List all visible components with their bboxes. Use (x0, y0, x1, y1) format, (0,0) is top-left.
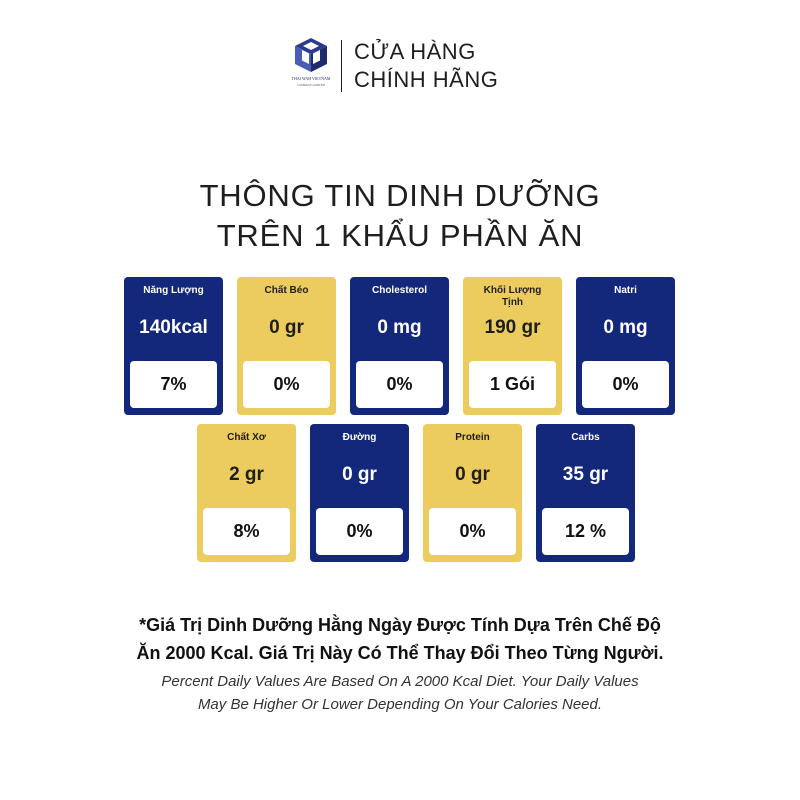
nutrient-label: Natri (614, 285, 637, 296)
nutrient-label: Protein (455, 432, 490, 443)
header-divider (341, 40, 342, 92)
cube-logo-icon (295, 38, 327, 72)
nutrient-label: Khối Lượng Tịnh (483, 285, 542, 308)
page-title-line2: TRÊN 1 KHẨU PHẦN ĂN (216, 218, 584, 253)
brand-logo: THAI WAH VIETNAM COMPANY LIMITED (287, 36, 335, 96)
nutrient-label: Cholesterol (371, 285, 427, 296)
nutrient-card-energy: Năng Lượng 140kcal 7% (124, 277, 223, 415)
note-english-line1: Percent Daily Values Are Based On A 2000… (161, 673, 639, 690)
nutrient-daily-value: 8% (203, 508, 290, 555)
logo-company-name: THAI WAH VIETNAM (291, 76, 331, 81)
store-label-line1: CỬA HÀNG (354, 39, 476, 64)
nutrient-daily-value: 1 Gói (469, 361, 556, 408)
nutrient-label: Năng Lượng (143, 285, 204, 296)
nutrient-amount: 140kcal (139, 317, 208, 338)
nutrient-card-fat: Chất Béo 0 gr 0% (237, 277, 336, 415)
note-english-line2: May Be Higher Or Lower Depending On Your… (197, 696, 603, 713)
nutrient-amount: 0 gr (342, 464, 377, 485)
nutrient-card-cholesterol: Cholesterol 0 mg 0% (350, 277, 449, 415)
page-title: THÔNG TIN DINH DƯỠNG TRÊN 1 KHẨU PHẦN ĂN (0, 176, 800, 256)
nutrient-card-sugar: Đường 0 gr 0% (310, 424, 409, 562)
nutrient-card-sodium: Natri 0 mg 0% (576, 277, 675, 415)
nutrient-amount: 2 gr (229, 464, 264, 485)
store-label-line2: CHÍNH HÃNG (354, 67, 499, 92)
logo-company-sub: COMPANY LIMITED (297, 83, 325, 87)
nutrient-daily-value: 7% (130, 361, 217, 408)
daily-value-note: *Giá Trị Dinh Dưỡng Hằng Ngày Được Tính … (0, 611, 800, 716)
nutrient-label: Carbs (571, 432, 600, 443)
nutrient-card-protein: Protein 0 gr 0% (423, 424, 522, 562)
nutrient-card-fiber: Chất Xơ 2 gr 8% (197, 424, 296, 562)
note-vietnamese-line2: Ăn 2000 Kcal. Giá Trị Này Có Thể Thay Đổ… (136, 643, 664, 663)
nutrient-amount: 0 gr (455, 464, 490, 485)
nutrient-daily-value: 12 % (542, 508, 629, 555)
nutrient-amount: 0 mg (603, 317, 648, 338)
nutrient-label: Chất Béo (264, 285, 309, 296)
brand-header: THAI WAH VIETNAM COMPANY LIMITED CỬA HÀN… (287, 36, 498, 96)
nutrient-label: Đường (342, 432, 377, 443)
note-english: Percent Daily Values Are Based On A 2000… (0, 670, 800, 716)
nutrient-label: Chất Xơ (227, 432, 266, 443)
nutrient-amount: 35 gr (562, 464, 609, 485)
nutrient-card-carbs: Carbs 35 gr 12 % (536, 424, 635, 562)
nutrient-daily-value: 0% (243, 361, 330, 408)
store-label: CỬA HÀNG CHÍNH HÃNG (354, 38, 498, 94)
nutrient-daily-value: 0% (356, 361, 443, 408)
note-vietnamese-line1: *Giá Trị Dinh Dưỡng Hằng Ngày Được Tính … (139, 615, 661, 635)
page-title-line1: THÔNG TIN DINH DƯỠNG (199, 178, 601, 213)
nutrient-amount: 0 gr (269, 317, 304, 338)
nutrient-daily-value: 0% (316, 508, 403, 555)
nutrient-amount: 190 gr (484, 317, 541, 338)
nutrient-card-net-weight: Khối Lượng Tịnh 190 gr 1 Gói (463, 277, 562, 415)
nutrient-daily-value: 0% (582, 361, 669, 408)
nutrient-amount: 0 mg (377, 317, 422, 338)
nutrient-daily-value: 0% (429, 508, 516, 555)
